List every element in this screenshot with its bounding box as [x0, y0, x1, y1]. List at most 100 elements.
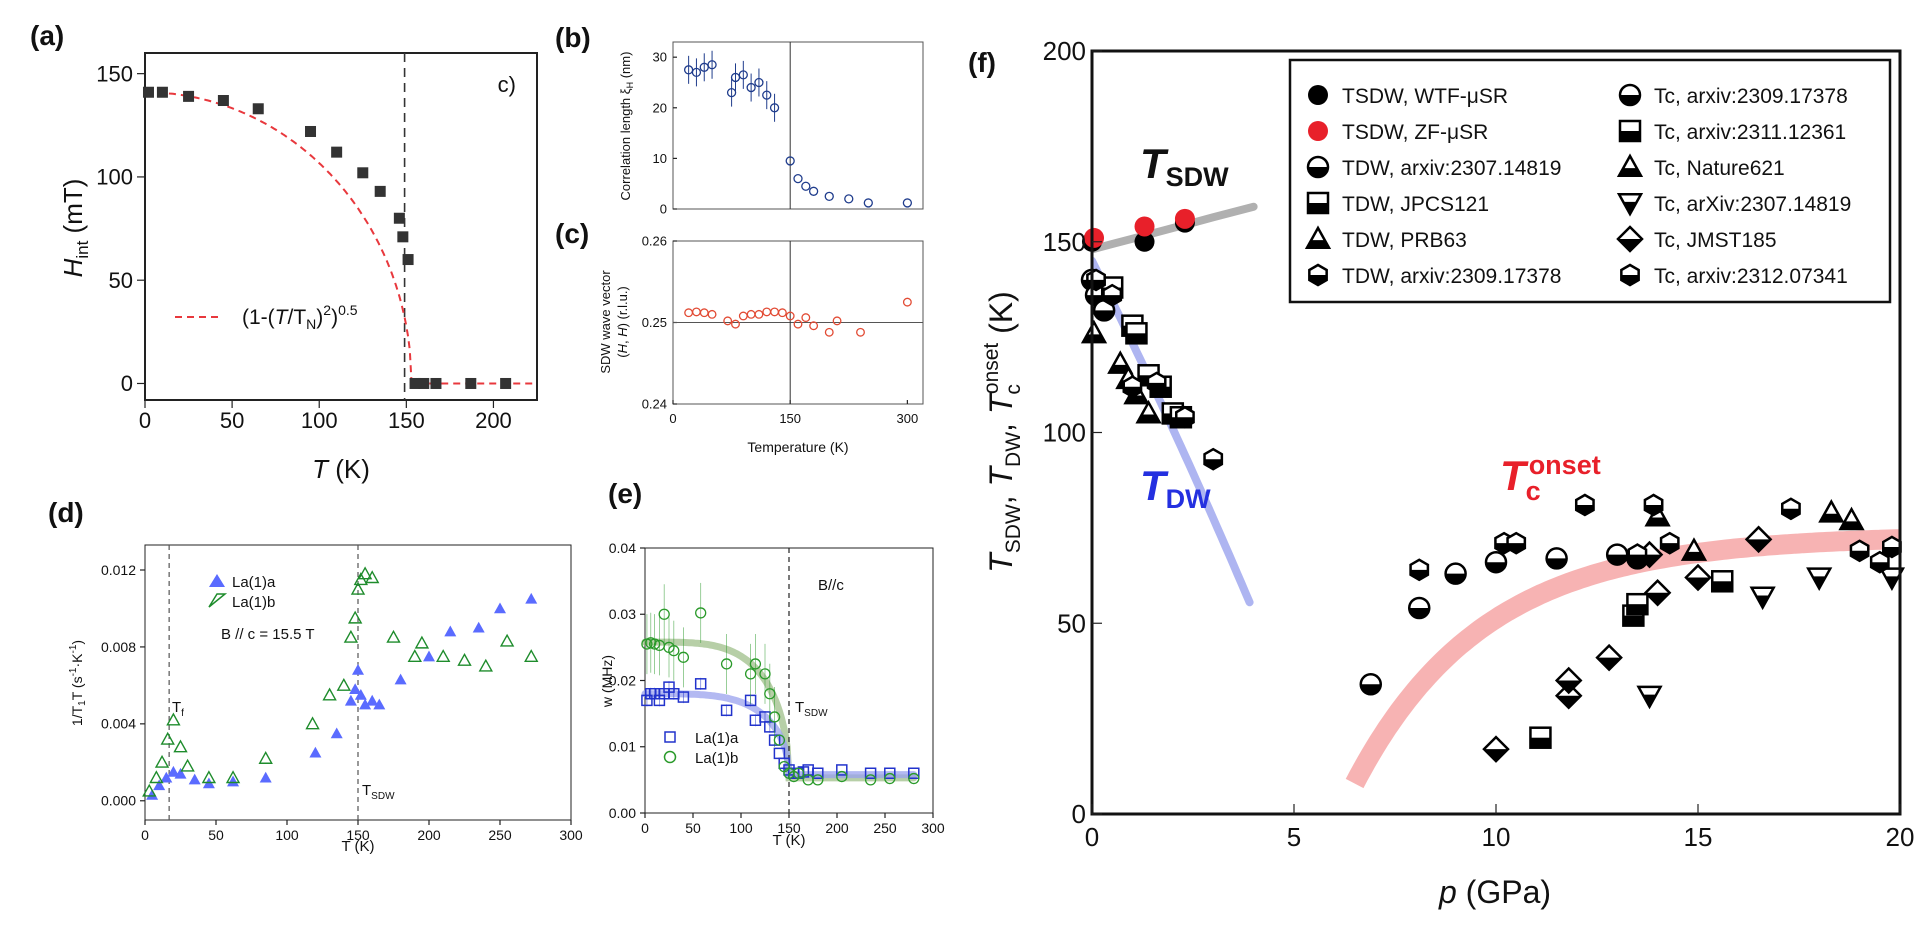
panel-c-point-0-4 — [723, 316, 733, 326]
panel-f-legend-label-5: TDW, arxiv:2309.17378 — [1342, 265, 1561, 288]
panel-f-legend-label-11: Tc, arxiv:2312.07341 — [1654, 265, 1848, 288]
panel-d-point-1-10 — [305, 716, 320, 730]
panel-a-ylabel: Hint (mT) — [58, 179, 92, 278]
panel-f-point-6-0 — [1359, 673, 1383, 696]
panel-d-point-0-1 — [153, 779, 166, 791]
panel-f-point-10-5 — [1643, 578, 1672, 607]
panel-d-point-1-6 — [180, 758, 195, 772]
panel-f-legend-label-2: TDW, arxiv:2307.14819 — [1342, 157, 1561, 180]
panel-f-legend-marker-5 — [1308, 263, 1328, 287]
panel-f-legend-marker-10 — [1616, 225, 1644, 253]
panel-label-e: (e) — [608, 478, 642, 509]
panel-a-point-0-7 — [357, 167, 369, 179]
panel-c-xtick-0: 0 — [669, 411, 676, 426]
panel-f-point-4-0 — [1080, 319, 1108, 344]
panel-a-point-0-5 — [305, 125, 317, 137]
panel-d-xtick-5: 250 — [488, 827, 512, 843]
panel-f-point-7-2 — [1626, 592, 1649, 616]
panel-c-ytick-0: 0.24 — [642, 397, 667, 412]
panel-f-legend: TSDW, WTF-μSR TSDW, ZF-μSR TDW, arxiv:2307… — [1288, 58, 1892, 304]
panel-a-point-0-8 — [374, 185, 386, 197]
panel-f-point-0-1 — [1134, 231, 1155, 252]
panel-e-point-0-8 — [694, 678, 707, 690]
panel-f-legend-label-9: Tc, arXiv:2307.14819 — [1654, 193, 1851, 216]
panel-d-point-1-4 — [166, 712, 181, 726]
panel-d-xtick-6: 300 — [559, 827, 583, 843]
panel-a-point-0-6 — [331, 146, 343, 158]
panel-f-legend-marker-11 — [1620, 263, 1640, 287]
panel-f-point-6-3 — [1484, 550, 1508, 574]
panel-c-point-0-17 — [832, 316, 842, 326]
panel-a-xtick-2: 100 — [301, 408, 338, 433]
panel-c-point-0-11 — [777, 308, 787, 318]
panel-e-xtick-2: 100 — [729, 820, 753, 836]
panel-f-xtick-3: 15 — [1684, 822, 1713, 852]
panel-d-point-0-19 — [423, 650, 435, 662]
panel-d-point-0-9 — [309, 746, 322, 758]
panel-d-point-1-25 — [499, 633, 515, 647]
panel-f-point-11-4 — [1627, 543, 1648, 567]
panel-f-band-label-tdw: TDW — [1140, 462, 1211, 514]
panel-a-xtick-0: 0 — [139, 408, 151, 433]
panel-e-xlabel: T (K) — [772, 832, 805, 849]
panel-f-point-10-2 — [1554, 666, 1583, 695]
panel-f-ytick-4: 200 — [1043, 36, 1086, 66]
panel-d-xtick-1: 50 — [208, 827, 224, 843]
panel-c-point-0-9 — [762, 307, 772, 317]
panel-a-xtick-1: 50 — [220, 408, 244, 433]
panel-f-band-tsdw — [1092, 202, 1258, 254]
panel-e-ylabel: w (MHz) — [599, 655, 615, 708]
panel-d-point-0-4 — [174, 767, 187, 779]
panel-f-point-10-6 — [1684, 563, 1712, 592]
panel-f-xtick-1: 5 — [1287, 822, 1301, 852]
panel-d-point-0-15 — [359, 698, 372, 710]
panel-a-point-0-0 — [142, 86, 154, 98]
panel-d-plot: 0 50 100 150 200 250 300 0.000 0.004 0.008 0.012 L… — [68, 544, 583, 855]
panel-e-point-0-7 — [677, 691, 690, 703]
panel-b-point-0-7 — [746, 82, 756, 93]
panel-a-ytick-0: 0 — [121, 371, 133, 396]
panel-e-ytick-3: 0.03 — [609, 606, 636, 622]
panel-f-point-11-3 — [1574, 493, 1595, 517]
panel-f-legend-label-0: TSDW, WTF-μSR — [1342, 85, 1508, 108]
panel-d-point-0-18 — [394, 673, 407, 685]
panel-f-point-9-1 — [1749, 586, 1776, 611]
panel-c-point-0-10 — [770, 307, 780, 317]
panel-c-point-0-12 — [785, 311, 795, 321]
panel-e-xtick-5: 250 — [873, 820, 897, 836]
panel-d-point-1-23 — [457, 652, 472, 666]
panel-d-point-0-23 — [525, 592, 538, 604]
panel-b-point-0-3 — [707, 60, 717, 70]
panel-e-ytick-4: 0.04 — [609, 540, 636, 556]
panel-b-point-0-8 — [754, 77, 764, 88]
panel-f-point-9-3 — [1878, 567, 1906, 592]
panel-d-point-0-14 — [354, 689, 367, 700]
panel-e-point-0-26 — [908, 767, 920, 779]
panel-b-point-0-18 — [902, 198, 913, 208]
panel-c-point-0-8 — [754, 309, 764, 319]
panel-f-point-5-3 — [1146, 371, 1167, 395]
panel-f-legend-marker-8 — [1616, 153, 1644, 178]
panel-f-legend-marker-0 — [1308, 85, 1328, 105]
panel-f-point-1-2 — [1174, 208, 1195, 229]
panel-e-legend-marker-b — [663, 750, 677, 764]
panel-a-point-0-9 — [393, 212, 405, 224]
panel-a-xtick-4: 200 — [475, 408, 512, 433]
panel-a-point-0-13 — [418, 377, 430, 389]
panel-e-tsdw-label: TSDW — [795, 699, 828, 719]
panel-b-point-0-14 — [808, 186, 819, 196]
panel-b-point-0-17 — [863, 198, 873, 208]
panel-d-xlabel: T (K) — [341, 838, 374, 855]
panel-f-legend-marker-2 — [1306, 155, 1330, 179]
panel-f-band-label-tsdw: TSDW — [1140, 140, 1229, 192]
panel-label-a: (a) — [30, 20, 64, 51]
panel-b-point-0-13 — [801, 181, 811, 191]
panel-a-fit-curve — [144, 91, 537, 385]
panel-e-xtick-3: 150 — [777, 820, 801, 836]
panel-c-ytick-1: 0.25 — [642, 315, 667, 330]
panel-b-point-0-6 — [738, 70, 748, 80]
panel-label-f: (f) — [968, 47, 996, 78]
panel-e-point-1-4 — [658, 608, 670, 620]
panel-f-ytick-2: 100 — [1043, 418, 1086, 448]
panel-b-ytick-1: 10 — [653, 151, 667, 166]
